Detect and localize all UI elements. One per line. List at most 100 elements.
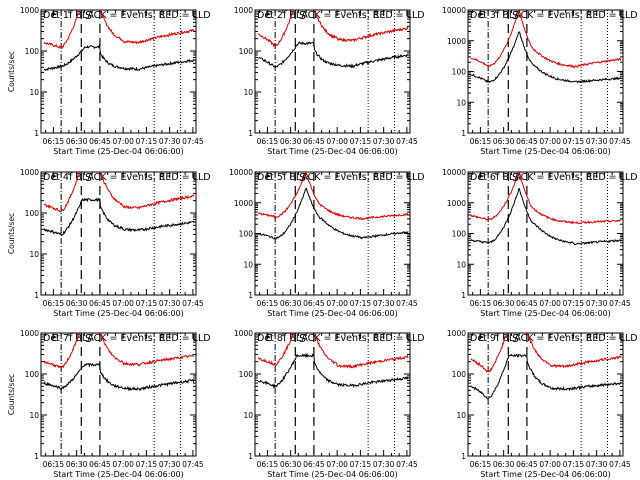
y-tick-label: 100 xyxy=(452,68,467,77)
x-tick-label: 06:45 xyxy=(89,460,111,469)
x-tick-label: 07:45 xyxy=(609,137,631,146)
x-tick-label: 07:15 xyxy=(136,299,158,308)
series-lld-line xyxy=(258,172,409,220)
series-lld-line xyxy=(257,333,409,369)
series-events-line xyxy=(43,362,195,392)
y-tick-label: 100 xyxy=(25,47,40,56)
subplot-4: Det 4f BLACK = Events, RED = LLD 1 10 100 10… xyxy=(7,168,211,318)
y-tick-label: 1000 xyxy=(234,6,253,15)
x-tick-label: 06:15 xyxy=(43,137,65,146)
marker-label-e1: E xyxy=(478,172,484,183)
subplot-title: Det 7f BLACK = Events, RED = LLD xyxy=(43,333,211,344)
y-tick-label: 10 xyxy=(456,411,466,420)
y-axis-label: Counts/sec xyxy=(7,213,16,254)
y-tick-label: 1000 xyxy=(447,329,466,338)
marker-label-s: S xyxy=(512,9,519,22)
x-tick-label: 06:15 xyxy=(257,460,279,469)
y-tick-label: 10 xyxy=(243,260,253,269)
subplot-title: Det 4f BLACK = Events, RED = LLD xyxy=(43,172,211,183)
y-tick-label: 1000 xyxy=(447,199,466,208)
y-tick-label: 100 xyxy=(239,47,254,56)
x-tick-label: 07:30 xyxy=(373,299,395,308)
y-tick-label: 1000 xyxy=(447,37,466,46)
x-tick-label: 07:30 xyxy=(373,460,395,469)
y-tick-label: 100 xyxy=(239,230,254,239)
x-tick-label: 07:30 xyxy=(159,460,181,469)
series-events-line xyxy=(257,187,409,240)
subplot-9: Det 9f BLACK = Events, RED = LLD 1 10 100 10… xyxy=(447,329,638,479)
y-tick-label: 10000 xyxy=(229,168,253,177)
x-tick-label: 06:15 xyxy=(470,460,492,469)
x-tick-label: 07:00 xyxy=(112,137,134,146)
marker-label-e1: E xyxy=(478,10,484,21)
x-axis-label: Start Time (25-Dec-04 06:06:00) xyxy=(267,470,398,479)
x-tick-label: 06:45 xyxy=(89,299,111,308)
x-tick-label: 06:30 xyxy=(280,299,302,308)
x-tick-label: 06:30 xyxy=(280,137,302,146)
y-tick-label: 1000 xyxy=(234,329,253,338)
x-tick-label: 06:30 xyxy=(493,299,515,308)
y-tick-label: 100 xyxy=(25,370,40,379)
x-tick-label: 06:30 xyxy=(280,460,302,469)
subplot-title: Det 3f BLACK = Events, RED = LLD xyxy=(470,10,638,21)
series-lld-line xyxy=(258,10,409,48)
marker-label-e1: E xyxy=(265,333,271,344)
y-tick-label: 1 xyxy=(34,291,39,300)
x-tick-label: 07:00 xyxy=(539,137,561,146)
x-tick-label: 07:30 xyxy=(586,299,608,308)
x-axis-label: Start Time (25-Dec-04 06:06:00) xyxy=(267,147,398,156)
y-tick-label: 1000 xyxy=(20,168,39,177)
x-axis-label: Start Time (25-Dec-04 06:06:00) xyxy=(480,309,611,318)
y-tick-label: 10 xyxy=(29,250,39,259)
subplot-7: Det 7f BLACK = Events, RED = LLD 1 10 100 10… xyxy=(7,329,211,479)
x-axis-label: Start Time (25-Dec-04 06:06:00) xyxy=(53,309,184,318)
x-tick-label: 07:00 xyxy=(326,460,348,469)
marker-label-e2: E xyxy=(373,333,379,344)
y-tick-label: 1 xyxy=(34,129,39,138)
y-tick-label: 1 xyxy=(248,129,253,138)
marker-label-e2: E xyxy=(373,10,379,21)
y-tick-label: 10000 xyxy=(442,6,466,15)
marker-label-s: S xyxy=(512,332,519,345)
x-tick-label: 06:15 xyxy=(43,299,65,308)
subplot-title: Det 6f BLACK = Events, RED = LLD xyxy=(470,172,638,183)
x-tick-label: 06:15 xyxy=(43,460,65,469)
x-tick-label: 07:00 xyxy=(539,460,561,469)
y-tick-label: 1 xyxy=(461,129,466,138)
x-tick-label: 07:45 xyxy=(396,137,418,146)
y-tick-label: 10 xyxy=(243,411,253,420)
subplot-8: Det 8f BLACK = Events, RED = LLD 1 10 100 10… xyxy=(234,329,425,479)
x-tick-label: 07:30 xyxy=(373,137,395,146)
subplot-3: Det 3f BLACK = Events, RED = LLD 1 10 100 10… xyxy=(442,6,637,156)
subplot-6: Det 6f BLACK = Events, RED = LLD 1 10 100 10… xyxy=(442,168,637,318)
x-tick-label: 07:30 xyxy=(159,299,181,308)
series-events-line xyxy=(470,31,622,84)
x-tick-label: 07:15 xyxy=(350,299,372,308)
x-tick-label: 07:45 xyxy=(396,299,418,308)
x-tick-label: 07:45 xyxy=(182,299,204,308)
y-axis-label: Counts/sec xyxy=(7,374,16,415)
x-tick-label: 07:00 xyxy=(539,299,561,308)
x-tick-label: 06:30 xyxy=(493,460,515,469)
y-tick-label: 10 xyxy=(243,88,253,97)
series-lld-line xyxy=(43,172,195,213)
x-tick-label: 07:45 xyxy=(396,460,418,469)
marker-label-e1: E xyxy=(51,172,57,183)
marker-label-e1: E xyxy=(51,10,57,21)
subplot-title: Det 5f BLACK = Events, RED = LLD xyxy=(257,172,425,183)
y-tick-label: 100 xyxy=(239,370,254,379)
x-tick-label: 07:15 xyxy=(563,460,585,469)
series-lld-line xyxy=(470,333,622,373)
x-axis-label: Start Time (25-Dec-04 06:06:00) xyxy=(480,147,611,156)
plot-frame xyxy=(40,9,197,134)
x-tick-label: 06:15 xyxy=(257,299,279,308)
x-tick-label: 07:15 xyxy=(563,137,585,146)
x-tick-label: 06:45 xyxy=(516,460,538,469)
x-tick-label: 06:30 xyxy=(493,137,515,146)
marker-label-e2: E xyxy=(159,333,165,344)
subplot-title: Det 1f BLACK = Events, RED = LLD xyxy=(43,10,211,21)
marker-label-e2: E xyxy=(373,172,379,183)
marker-label-e1: E xyxy=(51,333,57,344)
x-tick-label: 06:30 xyxy=(66,460,88,469)
